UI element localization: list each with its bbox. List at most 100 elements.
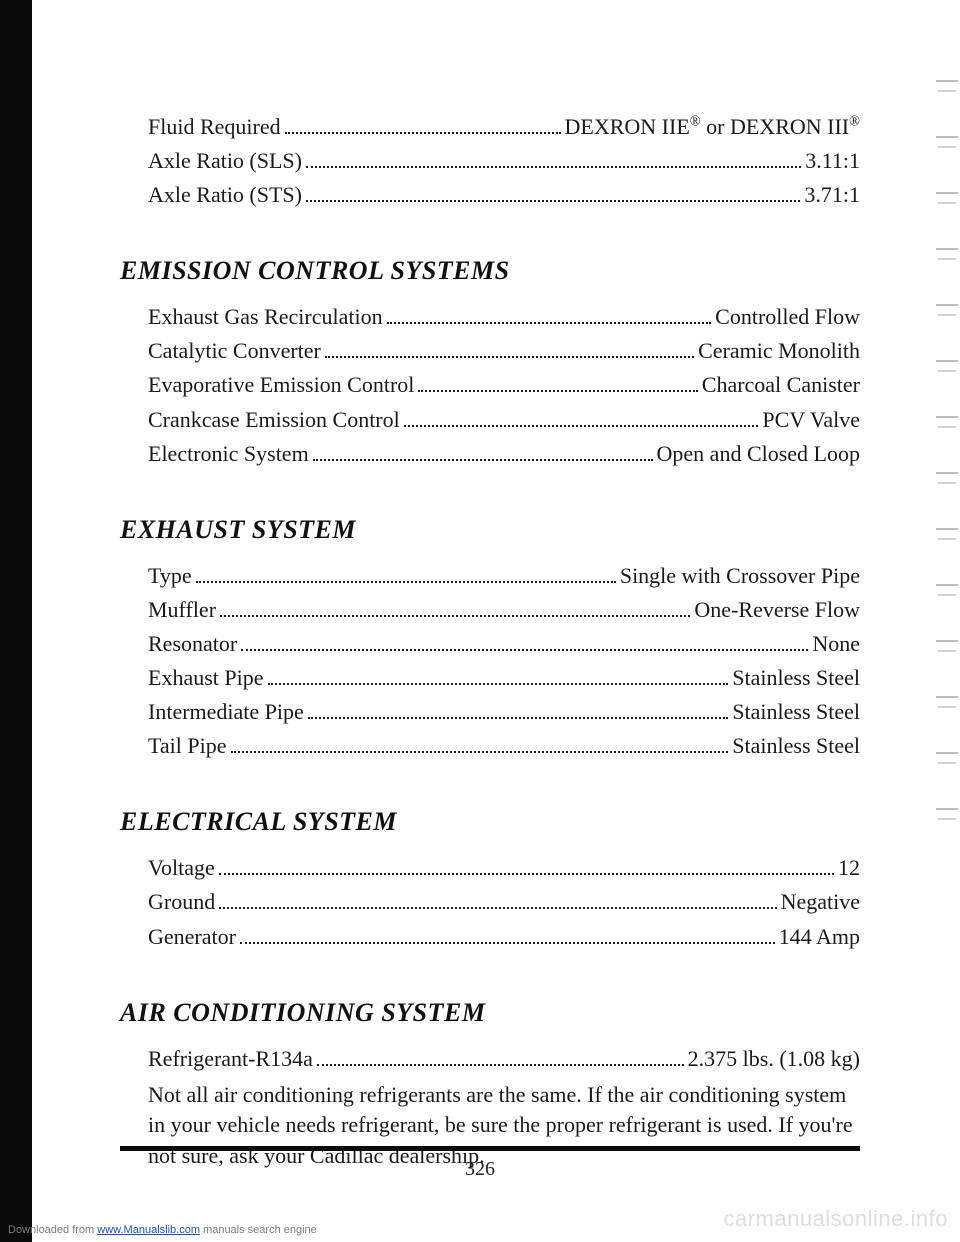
spec-label: Electronic System (148, 437, 309, 471)
leader-dots (404, 407, 759, 427)
leader-dots (240, 924, 775, 944)
spec-row: Exhaust Gas Recirculation Controlled Flow (148, 300, 860, 334)
spec-value: Stainless Steel (732, 695, 860, 729)
spec-label: Exhaust Gas Recirculation (148, 300, 383, 334)
tick-pair (930, 248, 960, 260)
leader-dots (268, 665, 729, 685)
spec-value: One-Reverse Flow (694, 593, 860, 627)
top-spec-block: Fluid Required DEXRON IIE® or DEXRON III®… (120, 110, 860, 212)
tick-pair (930, 584, 960, 596)
footer-link[interactable]: www.Manualslib.com (97, 1224, 200, 1236)
section-heading: ELECTRICAL SYSTEM (120, 807, 860, 837)
footer-suffix: manuals search engine (200, 1224, 317, 1236)
spec-row: Catalytic Converter Ceramic Monolith (148, 334, 860, 368)
spec-label: Axle Ratio (SLS) (148, 144, 302, 178)
spec-row: Refrigerant-R134a 2.375 lbs. (1.08 kg) (148, 1042, 860, 1076)
section-heading: EXHAUST SYSTEM (120, 515, 860, 545)
spec-row: Axle Ratio (STS) 3.71:1 (148, 178, 860, 212)
spec-label: Refrigerant-R134a (148, 1042, 313, 1076)
spec-value: PCV Valve (762, 403, 860, 437)
left-black-bar (0, 0, 32, 1242)
spec-value: Open and Closed Loop (657, 437, 860, 471)
tick-pair (930, 80, 960, 92)
page-bottom-rule (120, 1146, 860, 1151)
leader-dots (418, 373, 697, 393)
leader-dots (231, 733, 729, 753)
spec-row: Intermediate Pipe Stainless Steel (148, 695, 860, 729)
leader-dots (285, 114, 561, 134)
leader-dots (308, 699, 729, 719)
tick-pair (930, 752, 960, 764)
section-heading: EMISSION CONTROL SYSTEMS (120, 256, 860, 286)
spec-label: Axle Ratio (STS) (148, 178, 302, 212)
spec-label: Generator (148, 920, 236, 954)
leader-dots (196, 563, 616, 583)
leader-dots (387, 304, 712, 324)
spec-value: None (812, 627, 860, 661)
spec-value: Negative (781, 885, 860, 919)
spec-value: Controlled Flow (715, 300, 860, 334)
leader-dots (325, 339, 694, 359)
tick-pair (930, 304, 960, 316)
spec-label: Catalytic Converter (148, 334, 321, 368)
spec-value: 144 Amp (779, 920, 860, 954)
tick-pair (930, 472, 960, 484)
spec-value: Ceramic Monolith (698, 334, 860, 368)
spec-row: Voltage 12 (148, 851, 860, 885)
spec-row: Type Single with Crossover Pipe (148, 559, 860, 593)
spec-value: Stainless Steel (732, 661, 860, 695)
spiral-tick-marks (930, 80, 960, 864)
spec-block: Exhaust Gas Recirculation Controlled Flow… (120, 300, 860, 470)
spec-block: Voltage 12 Ground Negative Generator 144 Amp (120, 851, 860, 953)
spec-row: Generator 144 Amp (148, 920, 860, 954)
spec-label: Tail Pipe (148, 729, 227, 763)
section-heading: AIR CONDITIONING SYSTEM (120, 998, 860, 1028)
tick-pair (930, 136, 960, 148)
spec-value: 3.71:1 (804, 178, 860, 212)
spec-block: Refrigerant-R134a2.375 lbs. (1.08 kg)Not… (120, 1042, 860, 1172)
spec-row: Muffler One-Reverse Flow (148, 593, 860, 627)
spec-label: Intermediate Pipe (148, 695, 304, 729)
leader-dots (241, 631, 808, 651)
footer-watermark: carmanualsonline.info (723, 1206, 948, 1232)
tick-pair (930, 528, 960, 540)
spec-value: Charcoal Canister (702, 368, 860, 402)
leader-dots (220, 597, 690, 617)
spec-row: Evaporative Emission ControlCharcoal Can… (148, 368, 860, 402)
spec-row: Fluid Required DEXRON IIE® or DEXRON III® (148, 110, 860, 144)
tick-pair (930, 192, 960, 204)
leader-dots (306, 182, 800, 202)
spec-row: Tail Pipe Stainless Steel (148, 729, 860, 763)
tick-pair (930, 416, 960, 428)
footer-prefix: Downloaded from (8, 1224, 97, 1236)
tick-pair (930, 696, 960, 708)
spec-label: Fluid Required (148, 110, 281, 144)
page-content: Fluid Required DEXRON IIE® or DEXRON III®… (120, 110, 860, 1172)
spec-label: Ground (148, 885, 215, 919)
spec-value: Stainless Steel (732, 729, 860, 763)
leader-dots (306, 148, 801, 168)
tick-pair (930, 360, 960, 372)
spec-row: Resonator None (148, 627, 860, 661)
spec-label: Type (148, 559, 192, 593)
spec-label: Muffler (148, 593, 216, 627)
spec-label: Voltage (148, 851, 215, 885)
leader-dots (219, 890, 776, 910)
spec-value: 3.11:1 (805, 144, 860, 178)
spec-label: Exhaust Pipe (148, 661, 264, 695)
spec-value: DEXRON IIE® or DEXRON III® (565, 110, 860, 144)
tick-pair (930, 640, 960, 652)
spec-block: Type Single with Crossover Pipe Muffler One… (120, 559, 860, 764)
leader-dots (317, 1046, 684, 1066)
spec-value: 12 (838, 851, 860, 885)
spec-label: Resonator (148, 627, 237, 661)
footer-download-note: Downloaded from www.Manualslib.com manua… (8, 1224, 317, 1236)
leader-dots (219, 856, 834, 876)
spec-value: 2.375 lbs. (1.08 kg) (688, 1042, 860, 1076)
spec-row: Crankcase Emission ControlPCV Valve (148, 403, 860, 437)
spec-value: Single with Crossover Pipe (620, 559, 860, 593)
page-number: 326 (0, 1158, 960, 1181)
spec-row: Electronic System Open and Closed Loop (148, 437, 860, 471)
tick-pair (930, 808, 960, 820)
spec-row: Axle Ratio (SLS) 3.11:1 (148, 144, 860, 178)
